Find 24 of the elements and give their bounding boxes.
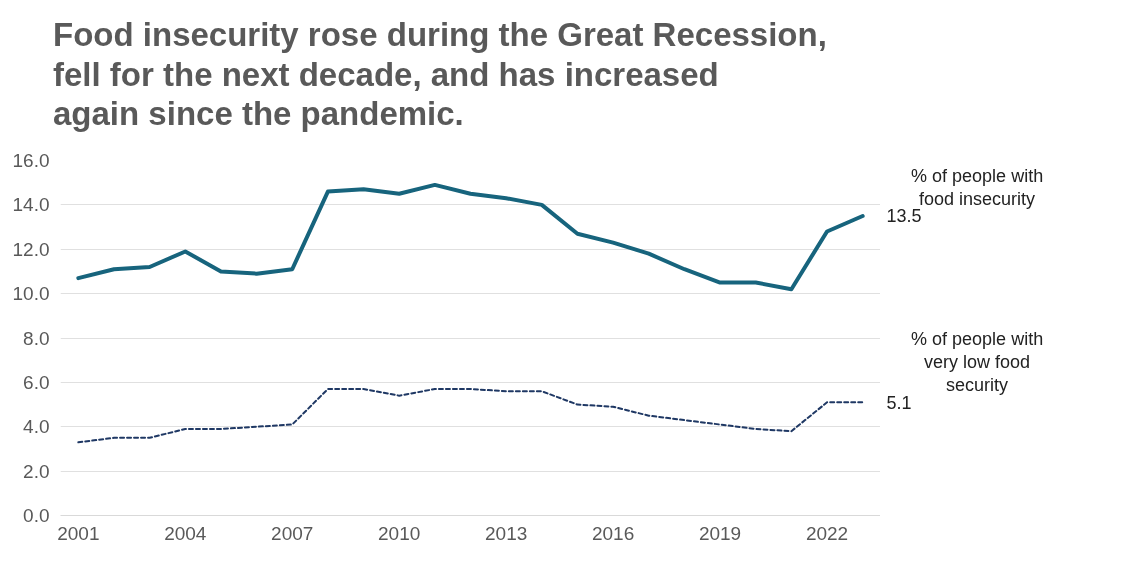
text: % of people with food insecurity <box>911 165 1044 209</box>
y-tick-label: 4.0 <box>23 416 50 438</box>
x-tick-label: 2004 <box>164 522 207 544</box>
data-label: 5.1 <box>886 392 912 413</box>
y-tick-label: 2.0 <box>23 460 50 482</box>
line-series <box>76 182 865 292</box>
y-tick-label: 10.0 <box>12 283 50 305</box>
chart-title: Food insecurity rose during the Great Recession, fell for the next decade, and has increased again since the pandemic. <box>53 15 827 134</box>
x-tick-label: 2013 <box>485 522 528 544</box>
x-tick-label: 2010 <box>378 522 421 544</box>
x-tick-label: 2016 <box>591 522 635 544</box>
data-label: 13.5 <box>886 206 922 227</box>
line-series <box>77 388 864 444</box>
y-tick-label: 12.0 <box>12 238 50 260</box>
y-tick-label: 14.0 <box>12 194 50 216</box>
x-tick-label: 2019 <box>698 522 742 544</box>
x-tick-label: 2001 <box>57 522 100 544</box>
y-tick-label: 16.0 <box>12 150 50 171</box>
y-tick-label: 8.0 <box>23 327 50 349</box>
y-tick-label: 0.0 <box>23 505 50 526</box>
y-tick-label: 6.0 <box>23 371 50 393</box>
x-tick-label: 2007 <box>271 522 314 544</box>
x-tick-label: 2022 <box>805 522 849 544</box>
text: % of people with very low food security <box>911 329 1044 396</box>
